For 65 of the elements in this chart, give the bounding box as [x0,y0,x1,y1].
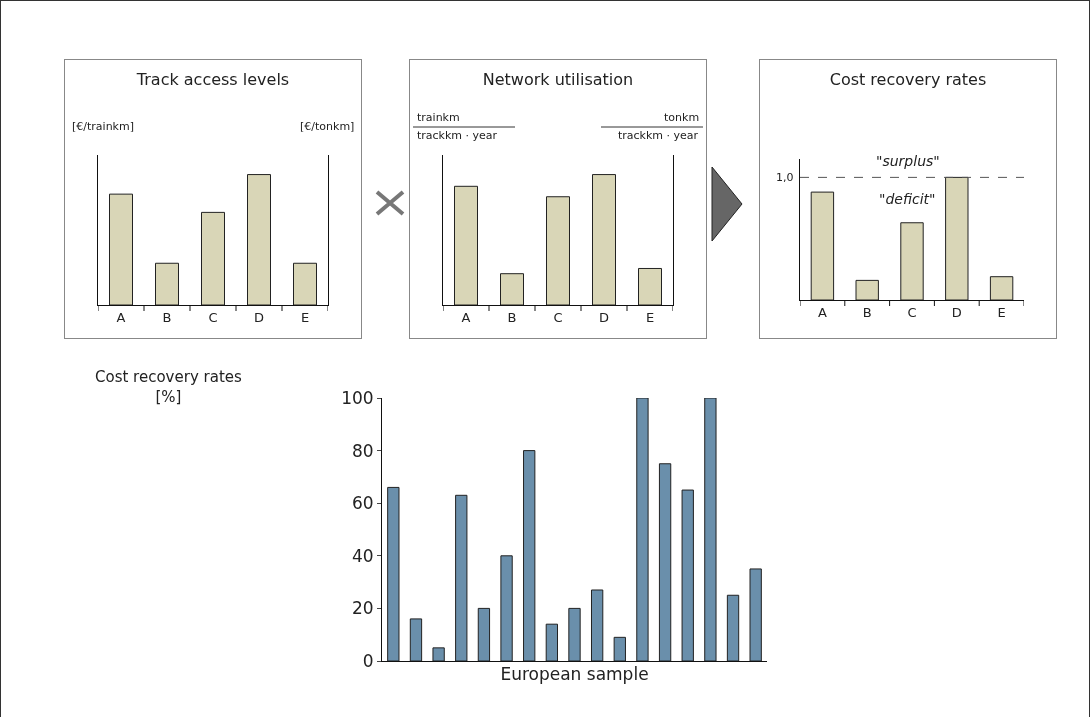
x-tick-label: A [817,304,827,320]
x-tick-label: C [907,304,917,320]
y-axis-title: Cost recovery rates [%] [95,368,242,406]
bar [704,398,717,661]
x-tick-label: C [553,309,563,325]
bar [432,647,445,661]
bar [592,174,616,305]
bar [636,398,649,661]
x-tick-label: D [253,309,265,325]
bar [855,279,879,300]
bar [409,618,423,661]
y-axis-title: [€/trainkm] [72,120,134,133]
y-tick-label: 20 [351,598,374,619]
annotation: "deficit" [879,191,936,207]
x-tick-label: B [162,309,172,325]
x-tick-label: B [862,304,872,320]
bar [387,486,400,661]
y-tick-label: 0 [362,650,374,671]
bar [477,607,491,661]
y-tick-label: 40 [351,545,374,566]
x-tick-label: E [997,304,1006,320]
y-tick-label: 80 [351,440,374,461]
bar [613,636,626,661]
bar [900,222,924,300]
x-tick-label: E [300,309,310,325]
bar [810,191,835,300]
bar [523,450,536,661]
bar [590,589,604,661]
y-tick-label: 100 [341,387,374,408]
bar [545,623,559,661]
bar [658,463,672,661]
y-axis-title: trainkm trackkm · year [417,111,498,142]
y-tick-label: 60 [351,493,374,514]
bar [726,594,740,661]
chart-title: Cost recovery rates [829,70,987,90]
bar [109,193,133,305]
y2-axis-title: tonkm trackkm · year [618,111,700,142]
x-tick-label: D [951,304,962,320]
bar [945,176,969,300]
bar [681,489,694,661]
bar [454,185,478,305]
x-tick-label: A [461,309,471,325]
bar [749,568,762,661]
text: "surplus" [876,153,940,169]
bar [155,262,179,305]
bar [500,273,524,305]
x-tick-label: D [598,309,610,325]
x-tick-label: E [645,309,655,325]
x-tick-label: C [208,309,218,325]
bar [546,196,570,305]
x-axis-title: European sample [500,664,649,684]
bar [500,555,513,661]
bar [293,262,317,305]
bar [247,174,271,305]
bar [568,607,581,661]
bar [455,494,468,661]
x-tick-label: B [507,309,517,325]
chart-title: Track access levels [135,70,290,90]
ref-line-label: 1,0 [776,171,794,184]
chart-title: Network utilisation [482,70,634,90]
y2-axis-title: [€/tonkm] [300,120,355,133]
bar [638,267,662,305]
x-tick-label: A [116,309,126,325]
bar [201,211,225,305]
bar [989,276,1014,300]
